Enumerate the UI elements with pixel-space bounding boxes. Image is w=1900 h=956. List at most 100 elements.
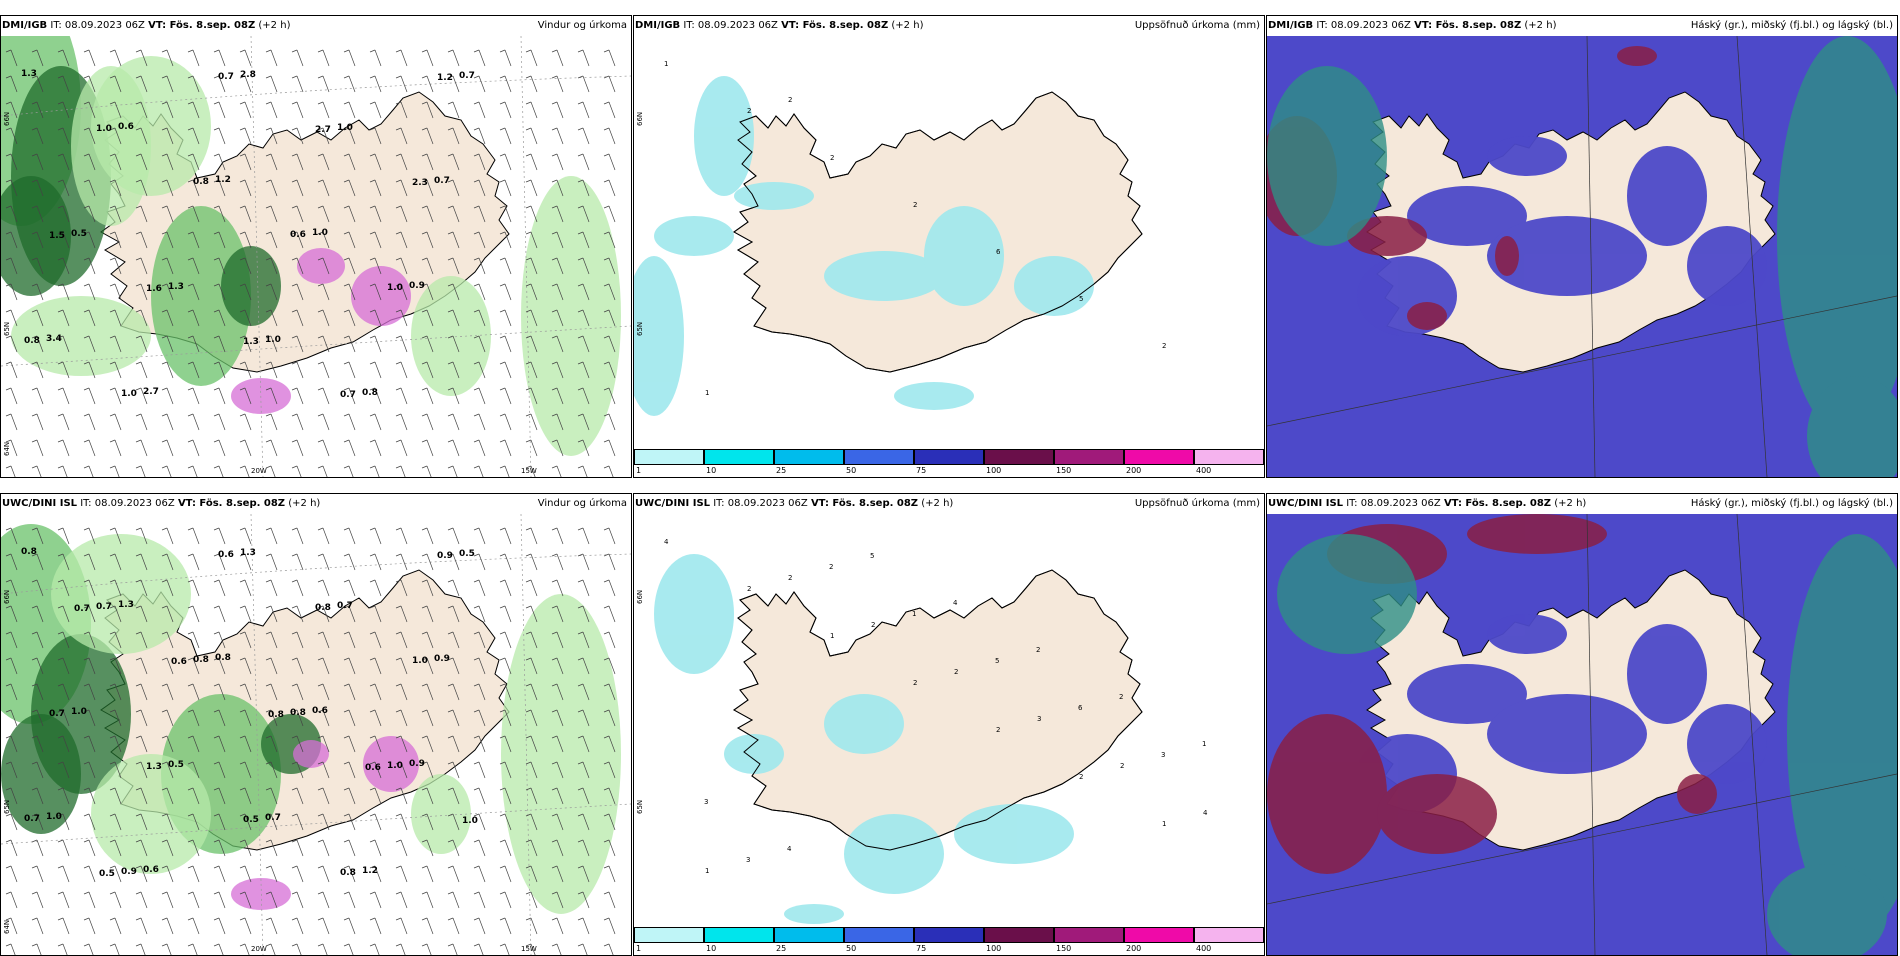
wind-barb (317, 75, 330, 93)
wind-barb (343, 387, 356, 405)
wind-barb (291, 49, 304, 67)
wind-barb (161, 709, 174, 727)
wind-barb (447, 605, 460, 623)
precip-value-label: 0.5 (71, 229, 87, 239)
wind-barb (83, 283, 96, 301)
wind-barb (447, 75, 460, 93)
wind-barb (265, 865, 278, 883)
lat-label-n65: 65N (3, 322, 11, 336)
wind-barb (395, 631, 408, 649)
wind-barb (473, 605, 486, 623)
wind-barb (447, 257, 460, 275)
wind-barb (369, 891, 382, 909)
wind-barb (213, 413, 226, 431)
wind-barb (317, 465, 328, 477)
wind-barb (291, 413, 304, 431)
wind-barb (473, 579, 486, 597)
wind-barb (57, 917, 70, 935)
precip-blob (351, 266, 411, 326)
colorbar-tick: 150 (1056, 466, 1072, 475)
wind-barb (187, 75, 200, 93)
precip-blob (824, 694, 904, 754)
wind-barb (499, 127, 512, 145)
precip-value-label: 2 (788, 96, 792, 104)
precip-blob (654, 554, 734, 674)
wind-barb (369, 283, 382, 301)
wind-barb (447, 153, 460, 171)
precip-value-label: 3 (1037, 715, 1041, 723)
wind-barb (5, 605, 18, 623)
wind-barb (577, 153, 590, 171)
wind-barb (187, 761, 200, 779)
wind-barb (31, 101, 44, 119)
wind-barb (135, 709, 148, 727)
wind-barb (291, 787, 304, 805)
wind-barb (31, 439, 44, 457)
wind-barb (57, 231, 70, 249)
wind-barb (109, 335, 122, 353)
wind-barb (421, 231, 434, 249)
wind-barb (603, 231, 616, 249)
wind-barb (57, 891, 70, 909)
wind-barb (31, 579, 44, 597)
cloud-patch (1617, 46, 1657, 66)
wind-barb (187, 891, 200, 909)
precip-blob (363, 736, 419, 792)
wind-barb (343, 127, 356, 145)
wind-barb (369, 605, 382, 623)
wind-barb (5, 657, 18, 675)
precip-value-label: 1.0 (265, 335, 281, 345)
precip-value-label: 2.7 (143, 387, 159, 397)
wind-barb (291, 579, 304, 597)
wind-barb (57, 761, 70, 779)
wind-barb (577, 179, 590, 197)
wind-barb (31, 709, 44, 727)
wind-barb (83, 413, 96, 431)
wind-barb (239, 631, 252, 649)
precip-value-label: 0.6 (171, 657, 187, 667)
wind-barb (187, 127, 200, 145)
wind-barb (57, 153, 70, 171)
wind-barb (369, 579, 382, 597)
precip-value-label: 2 (913, 201, 917, 209)
wind-barb (421, 49, 434, 67)
precip-blob (297, 248, 345, 284)
wind-barb (57, 631, 70, 649)
wind-barb (395, 153, 408, 171)
wind-barb (31, 761, 44, 779)
wind-barb (525, 283, 538, 301)
precip-value-label: 2 (913, 679, 917, 687)
precip-value-label: 1.3 (21, 69, 37, 79)
wind-barb (473, 127, 486, 145)
wind-barb (447, 439, 460, 457)
wind-barb (421, 283, 434, 301)
wind-barb (135, 361, 148, 379)
product-title: Háský (gr.), miðský (fj.bl.) og lágský (… (1690, 20, 1893, 31)
wind-barb (317, 101, 330, 119)
panel-header: UWC/DINI ISL IT: 08.09.2023 06Z VT: Fös.… (1, 494, 631, 514)
wind-barb (291, 205, 304, 223)
wind-barb (291, 631, 304, 649)
wind-barb (187, 335, 200, 353)
wind-barb (265, 257, 278, 275)
wind-barb (551, 605, 564, 623)
wind-barb (213, 579, 226, 597)
precip-blob (411, 774, 471, 854)
wind-barb (499, 283, 512, 301)
init-time: IT: 08.09.2023 06Z (80, 498, 175, 509)
wind-barb (317, 231, 330, 249)
wind-barb (135, 839, 148, 857)
wind-barb (265, 709, 278, 727)
wind-barb (31, 179, 44, 197)
wind-barb (291, 335, 304, 353)
precip-value-label: 0.6 (290, 230, 306, 240)
wind-barb (395, 127, 408, 145)
wind-barb (213, 465, 224, 477)
graticule (1267, 514, 1897, 955)
wind-barb (291, 761, 304, 779)
wind-barb (343, 205, 356, 223)
precip-value-label: 0.6 (118, 122, 134, 132)
wind-barb (369, 527, 382, 545)
precip-value-label: 0.5 (459, 549, 475, 559)
wind-barb (317, 839, 330, 857)
